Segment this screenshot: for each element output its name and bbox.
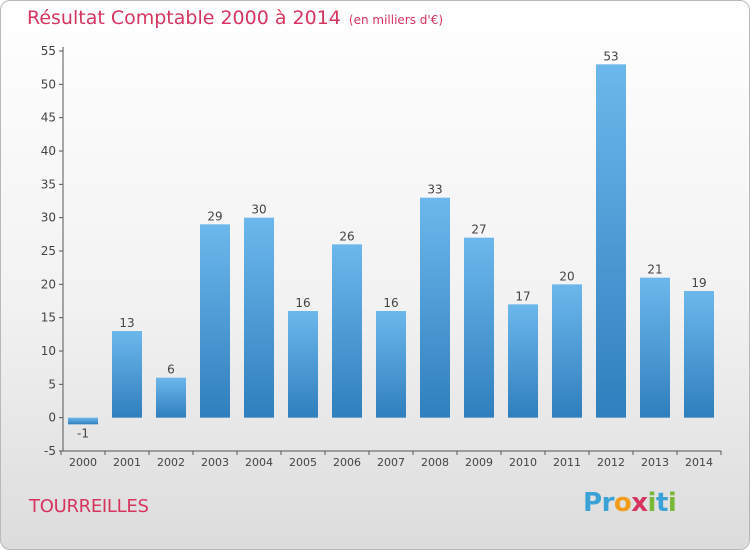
logo-letter: i <box>667 488 677 518</box>
logo-letter: i <box>647 488 657 518</box>
value-label-2014: 19 <box>691 276 706 290</box>
chart-title-block: Résultat Comptable 2000 à 2014 (en millie… <box>27 7 443 29</box>
bar-2012 <box>596 64 626 418</box>
x-tick-label-2005: 2005 <box>289 456 317 469</box>
bar-2006 <box>332 244 362 418</box>
y-tick-label: 5 <box>48 377 56 391</box>
value-label-2005: 16 <box>295 296 310 310</box>
value-label-2012: 53 <box>603 49 618 63</box>
logo-letter: r <box>601 488 615 518</box>
bar-2013 <box>640 277 670 418</box>
value-label-2001: 13 <box>119 316 134 330</box>
x-tick-label-2014: 2014 <box>685 456 713 469</box>
value-label-2006: 26 <box>339 229 354 243</box>
value-label-2008: 33 <box>427 183 442 197</box>
x-tick-label-2008: 2008 <box>421 456 449 469</box>
bar-2004 <box>244 217 274 418</box>
logo-letter: x <box>631 488 648 518</box>
bar-2002 <box>156 377 186 418</box>
value-label-2003: 29 <box>207 209 222 223</box>
value-label-2002: 6 <box>167 363 175 377</box>
x-tick-label-2013: 2013 <box>641 456 669 469</box>
proxiti-logo: Proxiti <box>583 488 677 518</box>
town-name: TOURREILLES <box>29 496 149 517</box>
y-tick-label: 35 <box>41 177 56 191</box>
bar-2014 <box>684 291 714 418</box>
value-label-2004: 30 <box>251 203 266 217</box>
y-tick-label: 0 <box>48 411 56 425</box>
y-tick-label: 30 <box>41 211 56 225</box>
bar-2007 <box>376 311 406 418</box>
value-label-2013: 21 <box>647 263 662 277</box>
y-tick-label: 20 <box>41 277 56 291</box>
x-tick-label-2009: 2009 <box>465 456 493 469</box>
bar-2009 <box>464 237 494 418</box>
chart-unit: (en milliers d'€) <box>348 13 444 27</box>
value-label-2011: 20 <box>559 269 574 283</box>
y-tick-label: 55 <box>41 44 56 58</box>
x-tick-label-2002: 2002 <box>157 456 185 469</box>
value-label-2000: -1 <box>77 426 89 440</box>
bar-2000 <box>68 417 98 425</box>
bar-2011 <box>552 284 582 418</box>
y-tick-label: -5 <box>44 444 56 458</box>
x-tick-label-2001: 2001 <box>113 456 141 469</box>
bar-2008 <box>420 197 450 418</box>
logo-letter: o <box>613 488 632 518</box>
x-tick-label-2012: 2012 <box>597 456 625 469</box>
bar-2001 <box>112 331 142 418</box>
bar-2010 <box>508 304 538 418</box>
bar-2003 <box>200 224 230 418</box>
x-tick-label-2004: 2004 <box>245 456 273 469</box>
value-label-2007: 16 <box>383 296 398 310</box>
chart-title: Résultat Comptable 2000 à 2014 <box>27 7 341 29</box>
y-tick-label: 50 <box>41 77 56 91</box>
x-tick-label-2000: 2000 <box>69 456 97 469</box>
y-tick-label: 15 <box>41 311 56 325</box>
x-tick-label-2007: 2007 <box>377 456 405 469</box>
y-tick-label: 10 <box>41 344 56 358</box>
y-tick-label: 40 <box>41 144 56 158</box>
x-tick-label-2006: 2006 <box>333 456 361 469</box>
y-tick-label: 25 <box>41 244 56 258</box>
x-tick-label-2010: 2010 <box>509 456 537 469</box>
bar-2005 <box>288 311 318 418</box>
x-tick-label-2011: 2011 <box>553 456 581 469</box>
plot-area: -5 0 5 10 15 20 25 30 35 40 45 50 55 -1 2000 13 2001 6 200… <box>41 44 722 469</box>
logo-letter: t <box>655 488 668 518</box>
value-label-2010: 17 <box>515 289 530 303</box>
x-tick-label-2003: 2003 <box>201 456 229 469</box>
logo-letter: P <box>583 488 602 518</box>
value-label-2009: 27 <box>471 223 486 237</box>
y-tick-label: 45 <box>41 111 56 125</box>
